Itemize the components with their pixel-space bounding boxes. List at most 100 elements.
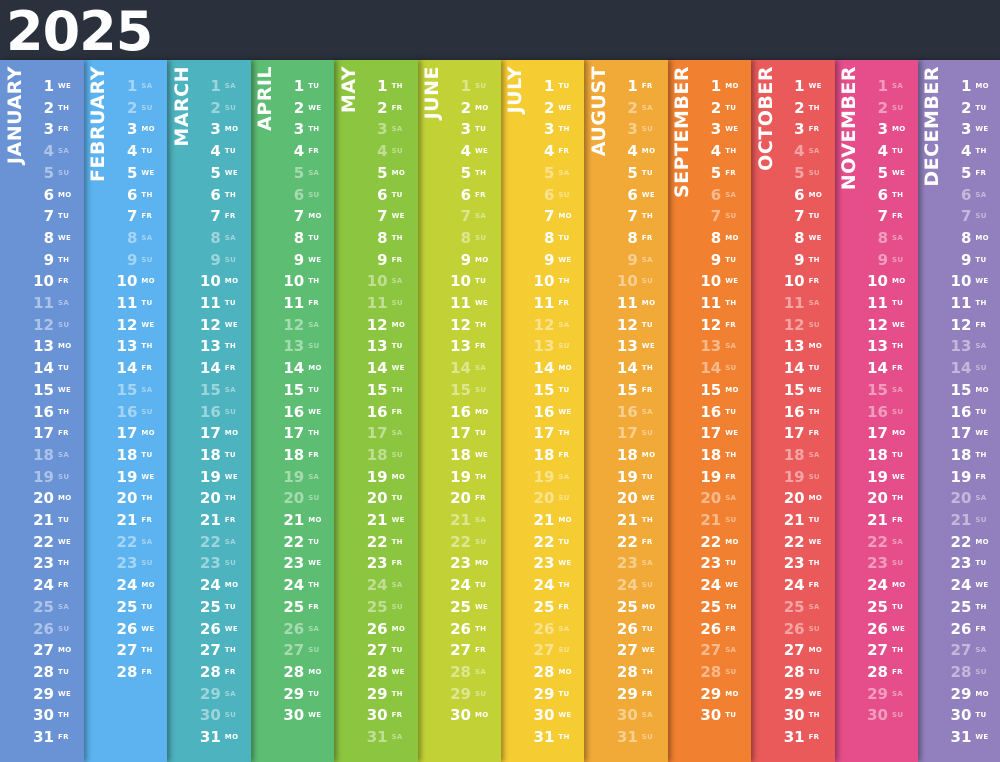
day-number: 24 bbox=[867, 576, 888, 595]
day-cell: 13 SU bbox=[500, 336, 584, 356]
weekday-label: TH bbox=[308, 429, 320, 438]
day-cell: 14 SA bbox=[417, 358, 501, 378]
weekday-label: TH bbox=[892, 342, 904, 351]
day-number: 28 bbox=[450, 662, 471, 681]
weekday-label: SA bbox=[58, 299, 70, 307]
day-number: 26 bbox=[616, 619, 638, 638]
day-number: 29 bbox=[700, 684, 722, 703]
day-cell: 23 SA bbox=[584, 553, 668, 573]
day-number: 19 bbox=[199, 467, 221, 486]
day-number: 13 bbox=[950, 337, 972, 356]
weekday-label: TU bbox=[308, 537, 320, 546]
day-number: 11 bbox=[116, 294, 138, 312]
day-cell: 25 SA bbox=[0, 597, 84, 617]
day-number: 2 bbox=[543, 98, 555, 117]
weekday-label: WE bbox=[475, 147, 489, 156]
day-number: 23 bbox=[616, 554, 638, 573]
weekday-label: TH bbox=[808, 407, 820, 416]
day-number: 6 bbox=[43, 185, 54, 204]
weekday-label: WE bbox=[308, 407, 322, 416]
weekday-label: SA bbox=[224, 385, 236, 394]
weekday-label: FR bbox=[58, 581, 69, 590]
day-cell: 14 FR bbox=[167, 358, 251, 378]
day-number: 10 bbox=[366, 272, 388, 291]
day-number: 21 bbox=[450, 511, 471, 529]
day-number: 2 bbox=[377, 98, 388, 117]
day-number: 11 bbox=[33, 294, 54, 312]
day-number: 10 bbox=[616, 272, 638, 291]
weekday-label: SU bbox=[892, 407, 904, 416]
weekday-label: MO bbox=[141, 125, 155, 134]
weekday-label: WE bbox=[641, 342, 655, 351]
day-number: 24 bbox=[199, 576, 221, 595]
day-cell: 18 SA bbox=[751, 445, 835, 465]
day-cell: 4 SU bbox=[334, 141, 418, 161]
day-number: 27 bbox=[116, 641, 138, 660]
day-number: 17 bbox=[33, 424, 54, 443]
day-cell: 18 FR bbox=[500, 445, 584, 465]
weekday-label: TU bbox=[892, 450, 904, 459]
weekday-label: FR bbox=[975, 320, 987, 329]
weekday-label: FR bbox=[641, 537, 653, 546]
day-cell: 10 MO bbox=[834, 271, 918, 291]
day-number: 28 bbox=[700, 662, 722, 681]
day-cell: 3 WE bbox=[917, 119, 1000, 139]
day-number: 4 bbox=[377, 142, 388, 161]
day-number: 22 bbox=[366, 532, 388, 551]
weekday-label: TH bbox=[558, 125, 570, 134]
day-number: 24 bbox=[33, 576, 54, 595]
day-cell: 3 FR bbox=[751, 119, 835, 139]
day-cell: 19 SA bbox=[250, 467, 334, 487]
day-cell: 27 TH bbox=[167, 640, 251, 660]
day-cell: 2 TU bbox=[917, 98, 1000, 118]
day-cell: 17 TH bbox=[250, 423, 334, 443]
day-cell: 9 TU bbox=[667, 250, 751, 270]
day-cell: 22 WE bbox=[751, 532, 835, 552]
weekday-label: SU bbox=[391, 147, 403, 156]
weekday-label: MO bbox=[391, 320, 406, 329]
day-number: 31 bbox=[199, 728, 221, 746]
weekday-label: TH bbox=[58, 407, 70, 416]
weekday-label: TH bbox=[892, 190, 904, 199]
weekday-label: FR bbox=[58, 733, 69, 741]
day-cell: 11 SA bbox=[0, 293, 84, 313]
day-number: 28 bbox=[783, 662, 805, 681]
day-number: 23 bbox=[283, 554, 305, 573]
day-cell: 11 SU bbox=[334, 293, 418, 313]
day-number: 19 bbox=[450, 467, 471, 486]
weekday-label: TH bbox=[641, 212, 654, 221]
weekday-label: SU bbox=[308, 342, 320, 351]
day-cell: 17 SU bbox=[584, 423, 668, 443]
day-number: 18 bbox=[450, 445, 471, 464]
day-cell: 15 SA bbox=[83, 380, 167, 400]
weekday-label: MO bbox=[58, 190, 72, 199]
weekday-label: MO bbox=[725, 233, 739, 242]
day-cell: 6 WE bbox=[584, 185, 668, 205]
day-cell: 29 SA bbox=[834, 684, 918, 704]
day-cell: 10 WE bbox=[917, 271, 1000, 291]
day-number: 25 bbox=[116, 597, 138, 616]
day-number: 24 bbox=[366, 576, 388, 595]
weekday-label: MO bbox=[58, 494, 72, 503]
weekday-label: TH bbox=[308, 581, 320, 590]
day-cell: 30 TH bbox=[0, 705, 84, 725]
day-cell: 27 SA bbox=[667, 640, 751, 660]
day-number: 13 bbox=[783, 337, 805, 356]
day-cell: 31 FR bbox=[751, 727, 835, 747]
weekday-label: SA bbox=[475, 364, 487, 373]
day-number: 3 bbox=[960, 120, 972, 139]
weekday-label: WE bbox=[641, 494, 655, 503]
weekday-label: SA bbox=[391, 429, 403, 438]
weekday-label: FR bbox=[641, 233, 653, 242]
day-cell: 17 MO bbox=[834, 423, 918, 443]
weekday-label: SA bbox=[141, 537, 153, 546]
day-number: 17 bbox=[616, 424, 638, 443]
day-number: 7 bbox=[627, 207, 638, 226]
day-cell: 14 TU bbox=[0, 358, 84, 378]
day-number: 28 bbox=[283, 662, 305, 681]
day-number: 14 bbox=[199, 359, 221, 378]
day-cell: 19 WE bbox=[167, 467, 251, 487]
day-number: 30 bbox=[533, 706, 555, 725]
day-number: 9 bbox=[293, 250, 305, 269]
weekday-label: SU bbox=[975, 667, 987, 676]
